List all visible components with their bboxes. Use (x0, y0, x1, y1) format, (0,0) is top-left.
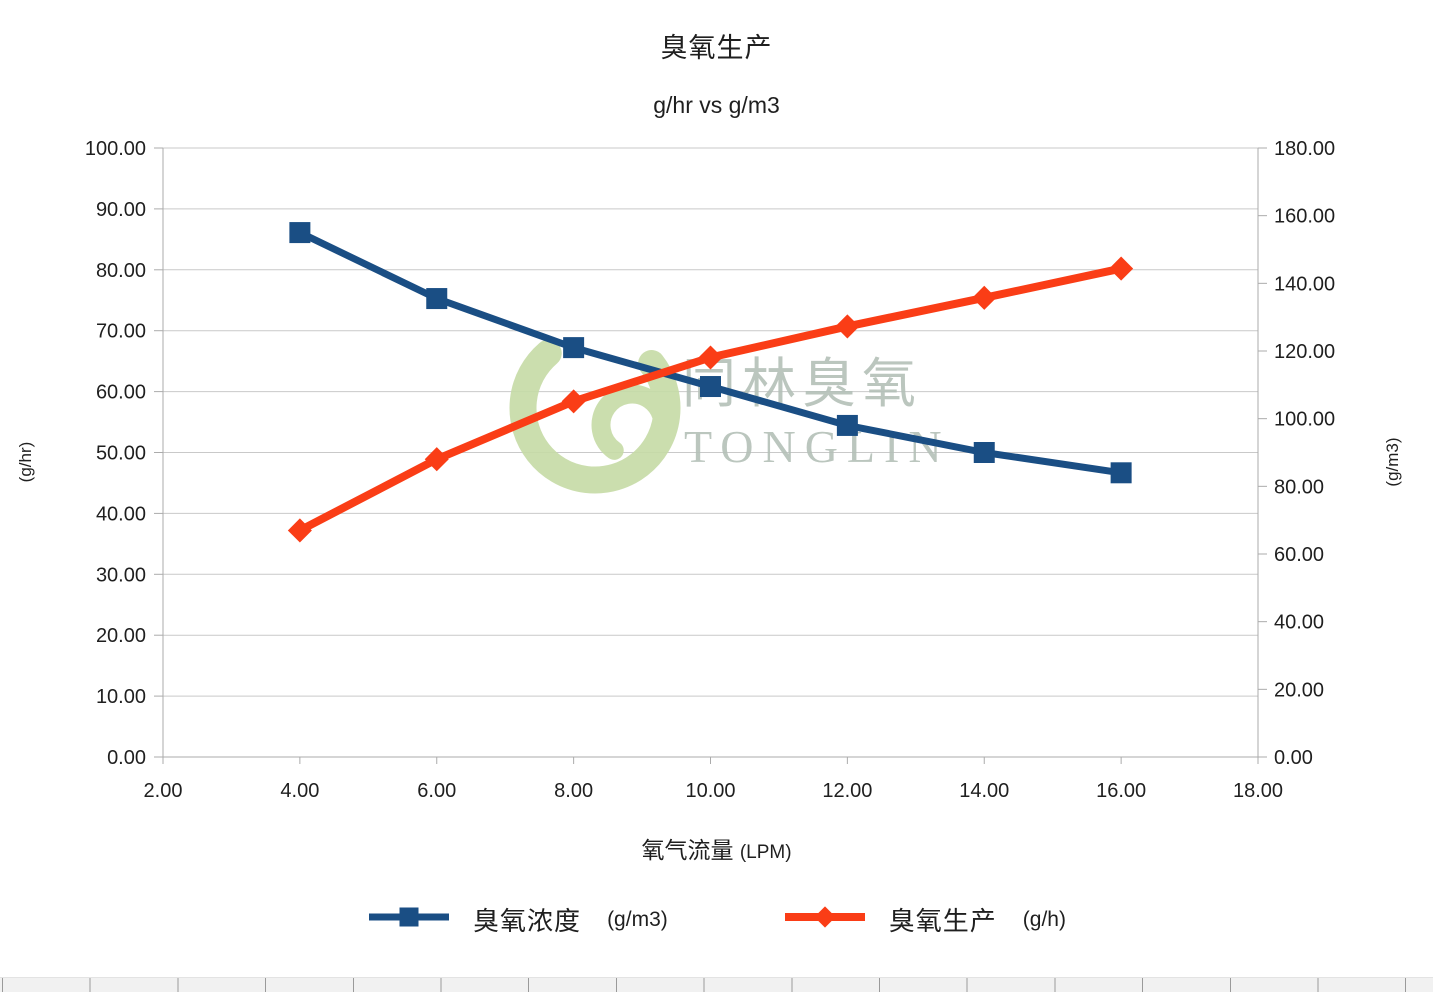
data-point-square (836, 414, 858, 436)
bottom-ruler (0, 977, 1433, 992)
left-axis-tick-label: 50.00 (96, 443, 146, 465)
legend-marker-svg (369, 907, 450, 927)
right-axis-tick-label: 100.00 (1274, 409, 1335, 431)
left-axis-tick-label: 40.00 (96, 503, 146, 525)
data-point-square (1110, 462, 1132, 484)
x-axis-tick-label: 4.00 (280, 780, 319, 802)
data-point-diamond (1109, 256, 1134, 281)
right-axis-tick-label: 60.00 (1274, 544, 1324, 566)
x-axis-tick-label: 16.00 (1096, 780, 1146, 802)
x-axis-title: 氧气流量 (LPM) (0, 831, 1433, 865)
x-axis-tick-label: 14.00 (959, 780, 1009, 802)
watermark-logo-inner-icon (591, 384, 673, 466)
left-axis-tick-label: 90.00 (96, 199, 146, 221)
data-point-diamond (561, 389, 586, 414)
x-axis-tick-label: 8.00 (554, 780, 593, 802)
legend-marker-svg (784, 906, 865, 928)
data-point-diamond (835, 314, 860, 339)
right-axis-tick-label: 160.00 (1274, 206, 1335, 228)
x-axis-tick-label: 6.00 (417, 780, 456, 802)
plot-area: 0.00 10.00 20.00 30.00 40.00 50.00 60.00 70.00 8… (85, 138, 1335, 802)
chart-title: 臭氧生产 (660, 33, 773, 63)
left-axis-tick-label: 60.00 (96, 382, 146, 404)
legend-item-concentration[interactable]: 臭氧浓度 (g/m3) (367, 901, 668, 938)
watermark-text-latin: TONGLIN (684, 421, 951, 472)
x-axis-tick-label: 12.00 (822, 780, 872, 802)
right-axis-tick-label: 120.00 (1274, 341, 1335, 363)
x-axis-title-text: 氧气流量 (641, 837, 734, 863)
x-axis-tick-label: 2.00 (144, 780, 183, 802)
legend-label-production: 臭氧生产 (888, 906, 997, 936)
right-axis-tick-label: 40.00 (1274, 612, 1324, 634)
legend-marker-diamond-icon (783, 902, 867, 937)
left-axis-tick-label: 10.00 (96, 686, 146, 708)
left-axis-tick-label: 20.00 (96, 625, 146, 647)
legend-label-concentration: 臭氧浓度 (473, 906, 582, 936)
right-axis-tick-label: 80.00 (1274, 476, 1324, 498)
legend-item-production[interactable]: 臭氧生产 (g/h) (783, 901, 1066, 938)
x-axis-tick-label: 18.00 (1233, 780, 1283, 802)
chart-subtitle: g/hr vs g/m3 (653, 92, 780, 118)
legend: 臭氧浓度 (g/m3) 臭氧生产 (g/h) (0, 901, 1433, 938)
legend-unit-concentration: (g/m3) (607, 907, 668, 931)
data-point-square (563, 337, 585, 359)
data-point-square (700, 376, 721, 398)
left-axis-tick-label: 80.00 (96, 260, 146, 282)
legend-unit-production: (g/h) (1022, 907, 1066, 931)
left-axis-tick-label: 100.00 (85, 138, 146, 160)
left-axis-tick-label: 30.00 (96, 564, 146, 586)
watermark-logo-icon (509, 322, 681, 494)
legend-marker-square-icon (367, 902, 451, 937)
x-axis-tick-label: 10.00 (685, 780, 735, 802)
data-point-square (973, 442, 995, 463)
right-axis-tick-label: 140.00 (1274, 273, 1335, 295)
x-axis-title-unit: (LPM) (739, 842, 792, 863)
data-point-square (289, 222, 311, 244)
left-axis-tick-label: 0.00 (107, 747, 146, 769)
right-axis-tick-label: 20.00 (1274, 679, 1324, 701)
right-axis-tick-label: 0.00 (1274, 747, 1313, 769)
data-point-diamond (424, 447, 449, 472)
data-point-square (426, 288, 448, 310)
left-axis-tick-label: 70.00 (96, 321, 146, 343)
data-point-diamond (972, 285, 997, 310)
right-axis-tick-label: 180.00 (1274, 138, 1335, 160)
